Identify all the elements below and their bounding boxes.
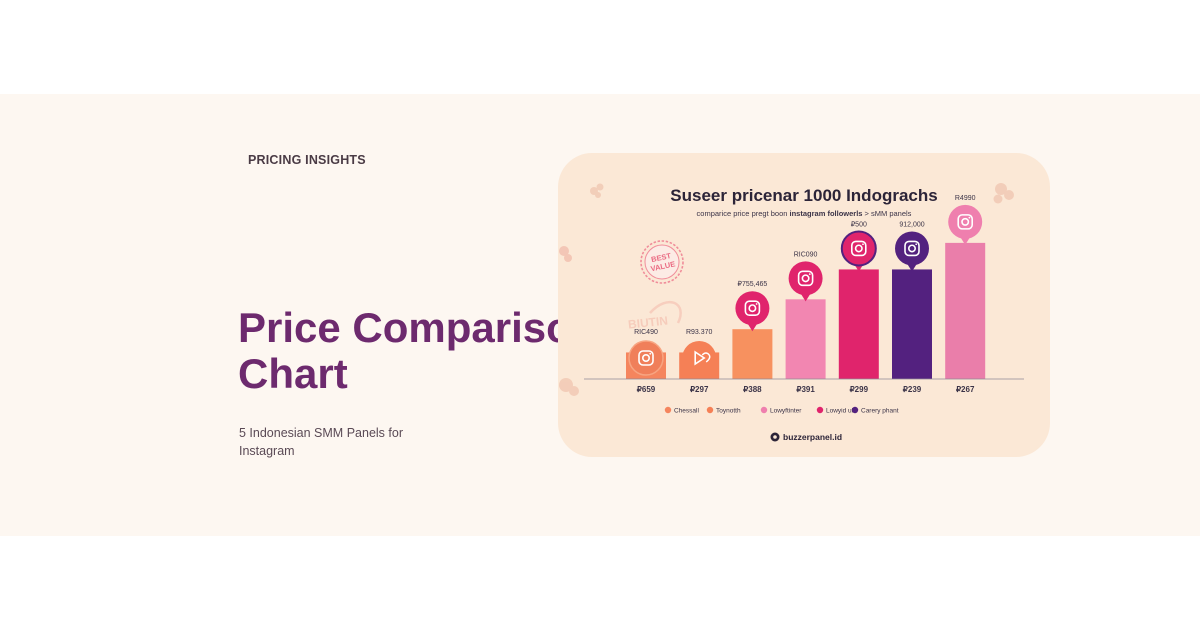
legend-label: Lowyftinter bbox=[770, 408, 802, 415]
legend-item: Lowyftinter bbox=[760, 406, 802, 415]
legend-label: Toynotth bbox=[716, 408, 741, 415]
brand-name: buzzerpanel.id bbox=[783, 432, 842, 442]
page-subtitle: 5 Indonesian SMM Panels for Instagram bbox=[239, 426, 403, 458]
bar-value-label: RIC490 bbox=[634, 329, 658, 336]
bar bbox=[892, 269, 932, 379]
bar-value-label: ₽755,465 bbox=[738, 280, 768, 288]
page-title-line-1: Price Comparison bbox=[238, 304, 598, 351]
chart-subtitle-emphasis: instagram followerls bbox=[790, 209, 863, 218]
legend-swatch bbox=[664, 406, 672, 414]
instagram-icon bbox=[788, 261, 823, 302]
instagram-icon bbox=[840, 230, 877, 272]
instagram-icon bbox=[628, 340, 664, 376]
legend-item: Lowyid uk bbox=[816, 406, 856, 415]
best-value-badge: BEST VALUE bbox=[640, 240, 684, 284]
bar-value-label: ₽500 bbox=[851, 220, 867, 228]
best-value-badge-text: BEST bbox=[650, 251, 672, 264]
flower-decoration-icon bbox=[559, 378, 579, 396]
legend-item: Chessall bbox=[664, 406, 699, 415]
instagram-icon bbox=[895, 231, 929, 272]
chart-card: Suseer pricenar 1000 Indograchs comparic… bbox=[558, 153, 1050, 457]
legend-label: Carery phant bbox=[861, 408, 899, 415]
brand-logo: buzzerpanel.id bbox=[770, 432, 842, 442]
bar bbox=[732, 329, 773, 379]
legend-label: Lowyid uk bbox=[826, 408, 856, 415]
bar-value-label: R4990 bbox=[955, 195, 976, 202]
legend-label: Chessall bbox=[674, 408, 699, 415]
chart-subtitle-part: comparice price pregt boon bbox=[697, 209, 790, 218]
bar-value-label: 912,000 bbox=[899, 221, 924, 228]
watermark-swirl bbox=[649, 301, 682, 324]
flower-decoration-icon bbox=[559, 246, 572, 262]
chart-subtitle: comparice price pregt boon instagram fol… bbox=[697, 209, 912, 218]
instagram-icon bbox=[735, 291, 770, 332]
legend-swatch bbox=[816, 406, 824, 414]
eyebrow-label: PRICING INSIGHTS bbox=[248, 153, 366, 167]
legend-swatch bbox=[760, 406, 768, 414]
category-tick-label: ₽391 bbox=[796, 385, 815, 394]
category-tick-label: ₽299 bbox=[850, 385, 869, 394]
chart-subtitle-part: > sMM panels bbox=[862, 209, 911, 218]
legend-item: Carery phant bbox=[851, 406, 899, 415]
bar bbox=[838, 269, 879, 379]
price-chart: Suseer pricenar 1000 Indograchs comparic… bbox=[559, 183, 1024, 442]
bar-value-label: RIC090 bbox=[794, 251, 818, 258]
flower-decoration-icon bbox=[590, 183, 604, 198]
legend-swatch bbox=[851, 406, 859, 414]
page-title: Price Comparison Chart bbox=[238, 305, 618, 397]
category-tick-label: ₽297 bbox=[690, 385, 709, 394]
category-tick-label: ₽659 bbox=[637, 385, 656, 394]
legend-swatch bbox=[706, 406, 714, 414]
page-title-line-2: Chart bbox=[238, 350, 348, 397]
instagram-icon bbox=[948, 204, 983, 245]
category-tick-label: ₽267 bbox=[956, 385, 975, 394]
category-tick-label: ₽388 bbox=[743, 385, 762, 394]
bar-value-label: R93.370 bbox=[686, 329, 713, 336]
play-heart-icon bbox=[682, 341, 717, 375]
chart-watermark: BIUTIN bbox=[627, 314, 668, 332]
chart-title: Suseer pricenar 1000 Indograchs bbox=[670, 186, 937, 205]
category-tick-label: ₽239 bbox=[903, 385, 922, 394]
flower-decoration-icon bbox=[993, 183, 1014, 204]
bar bbox=[785, 299, 826, 379]
bar bbox=[945, 242, 986, 379]
legend-item: Toynotth bbox=[706, 406, 741, 415]
